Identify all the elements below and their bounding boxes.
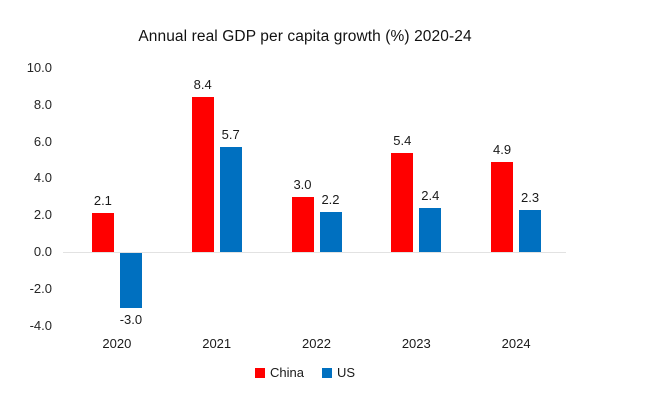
category-label-2024: 2024 — [501, 336, 531, 351]
legend-label: China — [269, 365, 304, 380]
legend-swatch-us — [321, 367, 332, 378]
bar-us-2022 — [319, 211, 342, 252]
bar-china-2022 — [291, 196, 314, 252]
category-label-2021: 2021 — [202, 336, 232, 351]
x-axis-line — [63, 252, 566, 253]
bar-china-2024 — [491, 161, 514, 252]
y-tick-label: 0.0 — [33, 244, 52, 259]
value-label-us-2023: 2.4 — [421, 187, 440, 203]
y-tick-label: 6.0 — [33, 133, 52, 149]
value-label-china-2020: 2.1 — [93, 193, 112, 209]
bar-china-2020 — [91, 213, 114, 252]
value-label-china-2022: 3.0 — [293, 176, 312, 192]
legend-swatch-china — [254, 367, 265, 378]
category-label-2023: 2023 — [401, 336, 431, 351]
value-label-us-2022: 2.2 — [321, 191, 340, 207]
y-tick-label: 4.0 — [33, 170, 52, 186]
legend-item-china: China — [254, 365, 304, 380]
value-label-china-2024: 4.9 — [493, 141, 512, 157]
bar-us-2021 — [219, 147, 242, 252]
y-tick-label: 2.0 — [33, 207, 52, 223]
legend-item-us: US — [321, 365, 356, 380]
value-label-us-2021: 5.7 — [221, 127, 240, 143]
legend: China US — [0, 365, 610, 380]
legend-label: US — [336, 365, 356, 380]
y-tick-label: -4.0 — [29, 317, 52, 333]
category-label-2022: 2022 — [302, 336, 331, 351]
y-tick-label: -2.0 — [29, 280, 52, 296]
bar-us-2023 — [419, 207, 442, 252]
y-tick-label: 10.0 — [26, 60, 52, 75]
value-label-us-2024: 2.3 — [521, 189, 540, 205]
value-label-china-2021: 8.4 — [193, 77, 212, 93]
bar-china-2023 — [391, 152, 414, 252]
bar-us-2024 — [519, 209, 542, 252]
bar-us-2020 — [119, 253, 142, 309]
value-label-us-2020: -3.0 — [119, 312, 143, 328]
chart-title: Annual real GDP per capita growth (%) 20… — [138, 28, 472, 45]
value-label-china-2023: 5.4 — [393, 132, 412, 148]
category-label-2020: 2020 — [102, 336, 132, 351]
y-tick-label: 8.0 — [33, 96, 52, 112]
bar-china-2021 — [191, 97, 214, 252]
